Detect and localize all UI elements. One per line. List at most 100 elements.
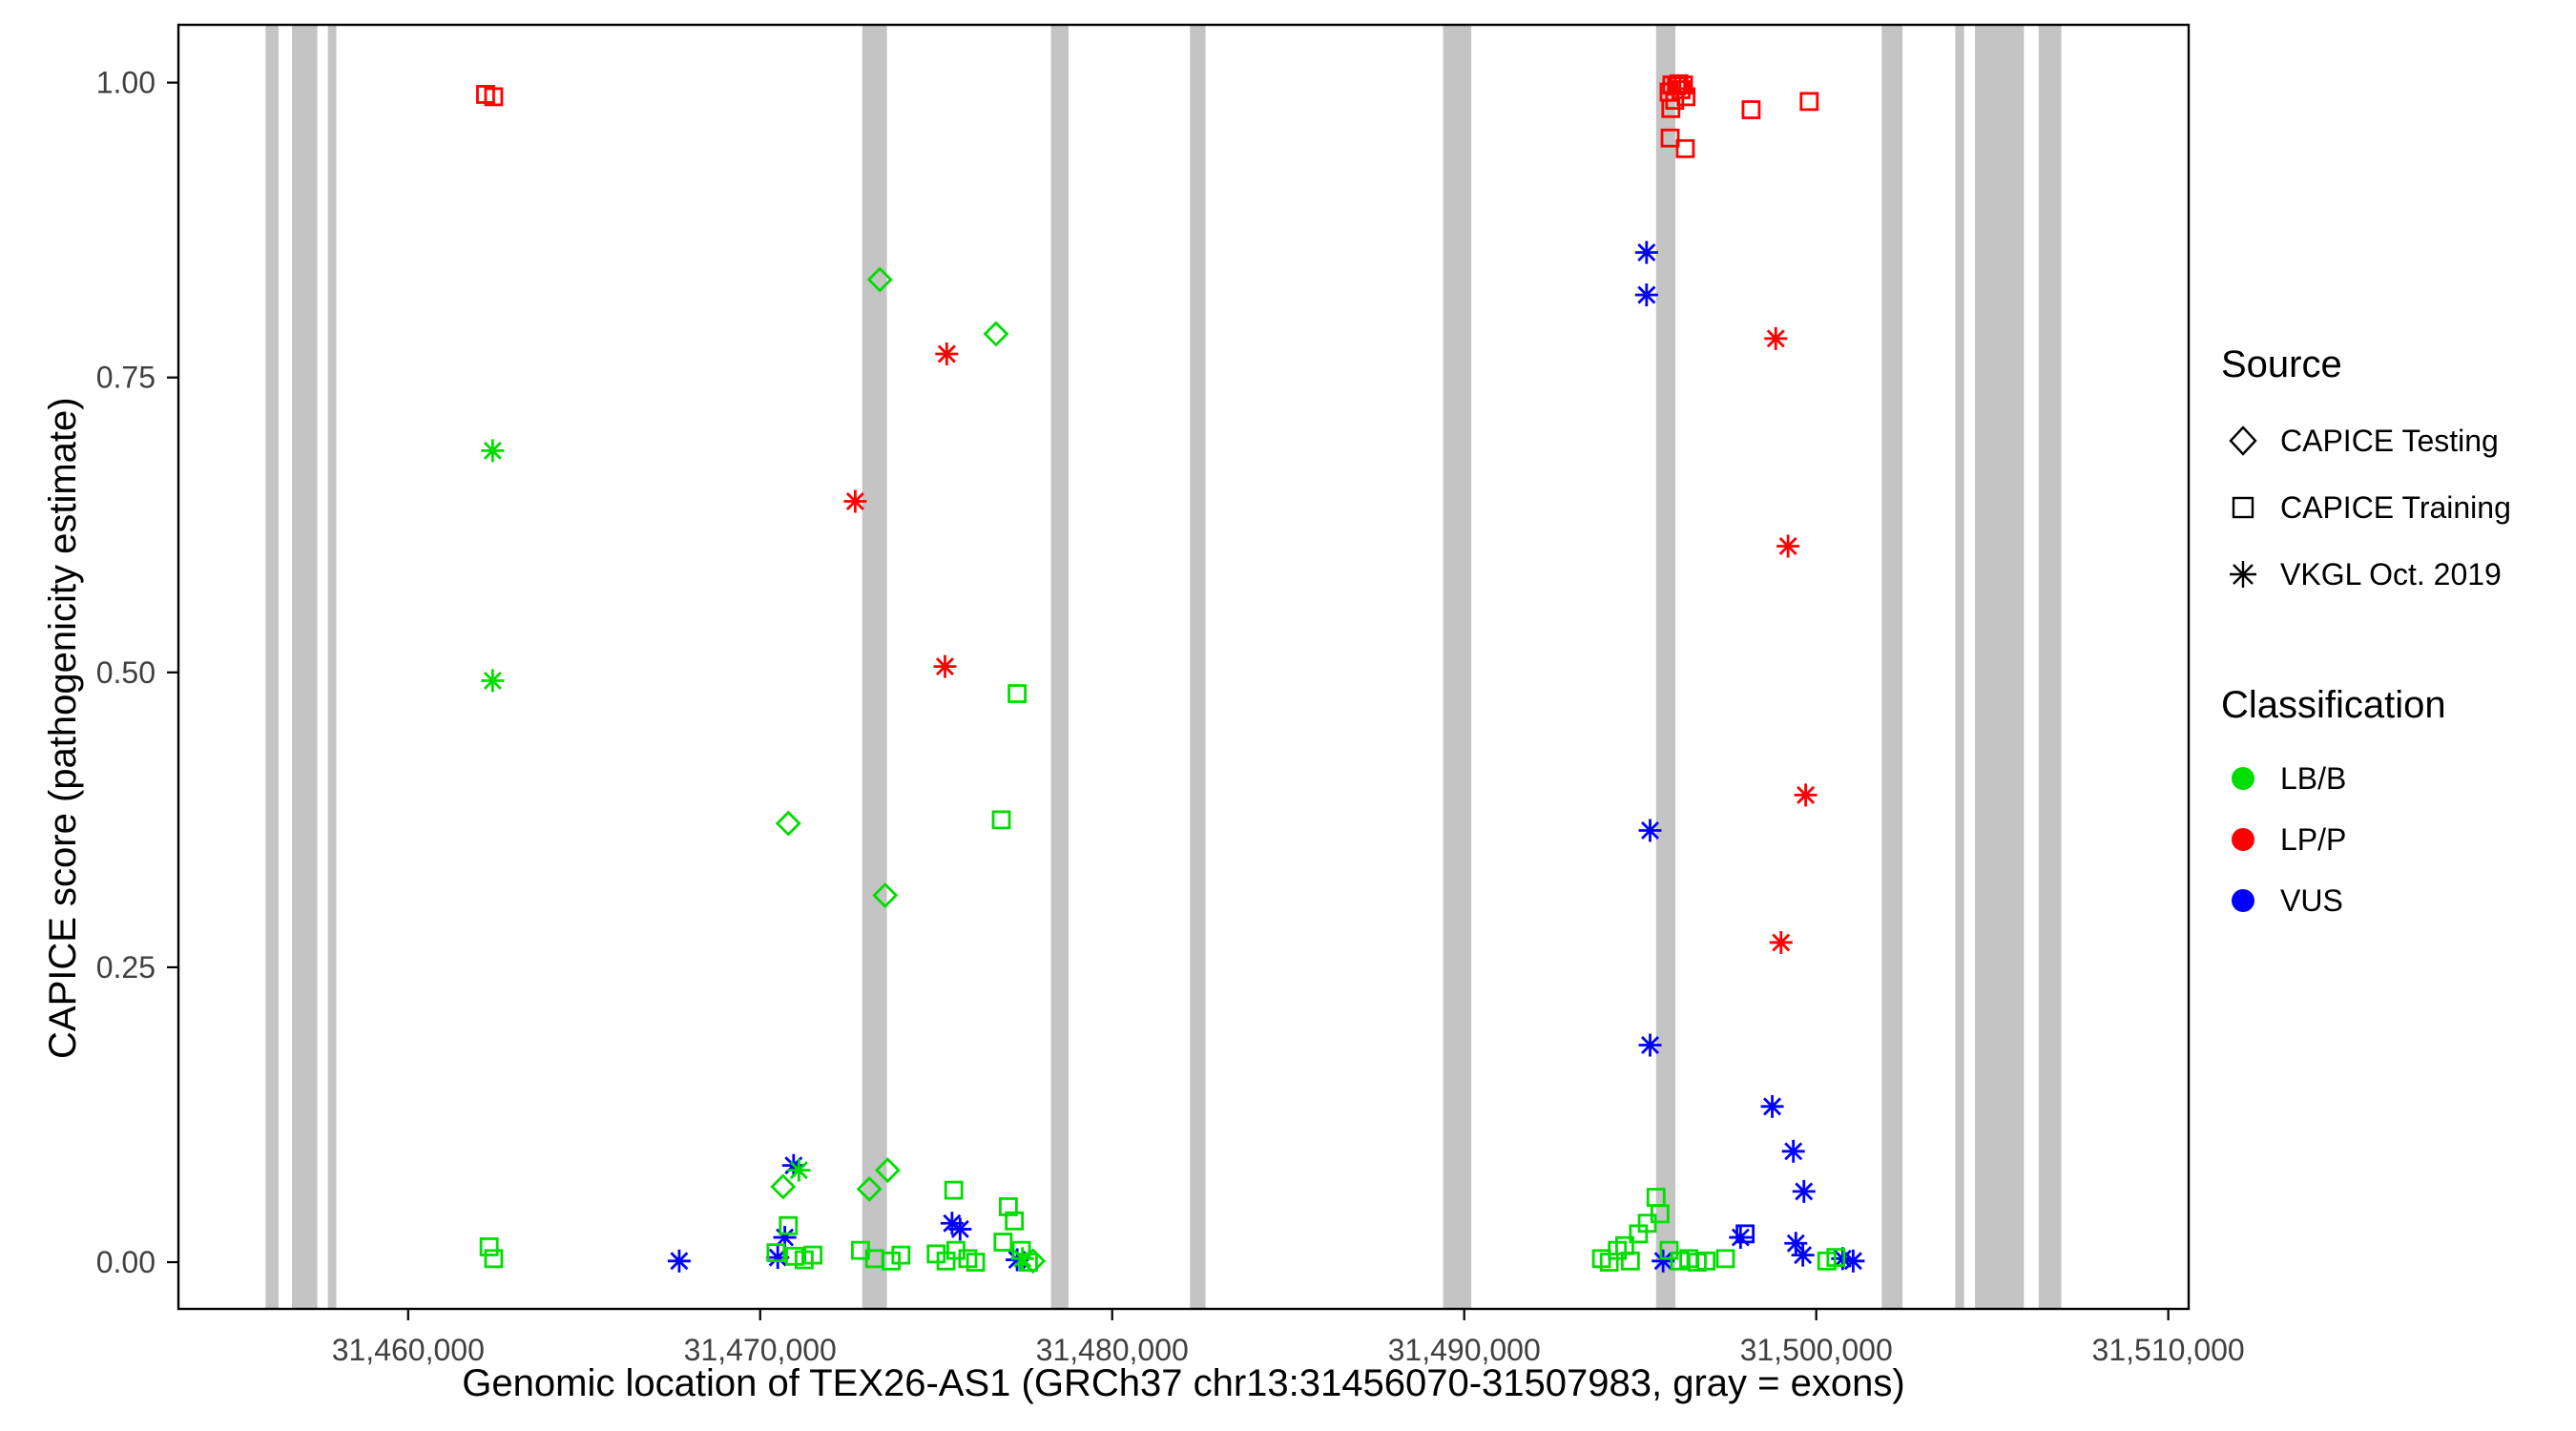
legend-source-title: Source bbox=[2221, 343, 2342, 385]
data-point bbox=[484, 1249, 504, 1269]
data-point bbox=[1764, 326, 1788, 350]
data-point bbox=[936, 1251, 956, 1271]
legend-label: LP/P bbox=[2280, 821, 2347, 857]
y-axis-title: CAPICE score (pathogenicity estimate) bbox=[42, 397, 84, 1059]
legend-label: VUS bbox=[2280, 882, 2343, 918]
exon-bar bbox=[327, 25, 337, 1309]
y-tick-label: 1.00 bbox=[96, 66, 156, 100]
legend-item-vkgl: VKGL Oct. 2019 bbox=[2221, 541, 2511, 608]
data-point bbox=[1741, 100, 1761, 119]
data-point bbox=[1799, 92, 1819, 112]
data-point bbox=[779, 1215, 799, 1235]
lpp-color-dot-icon bbox=[2221, 818, 2265, 861]
data-point bbox=[667, 1249, 691, 1273]
data-point bbox=[874, 1157, 901, 1184]
data-point bbox=[1652, 1249, 1675, 1273]
y-tick-label: 0.75 bbox=[96, 361, 156, 395]
legend: Source CAPICE Testing CAPICE Training bbox=[2221, 343, 2511, 931]
data-point bbox=[1841, 1249, 1865, 1273]
data-point bbox=[1659, 1240, 1679, 1260]
data-point bbox=[983, 321, 1009, 347]
data-point bbox=[993, 1233, 1013, 1252]
y-tick-label: 0.25 bbox=[96, 950, 156, 985]
data-point bbox=[770, 1173, 797, 1200]
data-point bbox=[1696, 1251, 1716, 1271]
exon-bar bbox=[292, 25, 318, 1309]
data-point bbox=[1675, 138, 1695, 158]
data-point bbox=[1650, 1204, 1670, 1224]
legend-item-lpp: LP/P bbox=[2221, 809, 2511, 870]
data-point bbox=[775, 810, 801, 837]
data-point bbox=[866, 266, 893, 293]
exon-bar bbox=[1050, 25, 1069, 1309]
data-point bbox=[479, 1237, 499, 1256]
data-point bbox=[1638, 819, 1662, 842]
legend-label: VKGL Oct. 2019 bbox=[2280, 556, 2502, 591]
legend-classification-section: Classification LB/B LP/P VUS bbox=[2221, 684, 2511, 931]
x-axis-title: Genomic location of TEX26-AS1 (GRCh37 ch… bbox=[462, 1362, 1905, 1404]
exon-bar bbox=[1881, 25, 1903, 1309]
legend-item-lbb: LB/B bbox=[2221, 748, 2511, 809]
panel-border bbox=[177, 23, 2191, 1311]
data-point bbox=[1826, 1248, 1846, 1267]
data-point bbox=[991, 810, 1011, 830]
data-point bbox=[1638, 1033, 1662, 1057]
data-point bbox=[948, 1217, 972, 1241]
data-point bbox=[1673, 75, 1693, 94]
legend-item-capice-testing: CAPICE Testing bbox=[2221, 407, 2511, 474]
x-tick-label: 31,470,000 bbox=[684, 1333, 837, 1367]
x-tick-label: 31,460,000 bbox=[332, 1333, 485, 1367]
data-point bbox=[1019, 1253, 1038, 1272]
x-tick-label: 31,500,000 bbox=[1740, 1333, 1893, 1367]
legend-source-section: Source CAPICE Testing CAPICE Training bbox=[2221, 343, 2511, 608]
x-tick-label: 31,510,000 bbox=[2092, 1333, 2245, 1367]
legend-item-vus: VUS bbox=[2221, 870, 2511, 931]
data-point bbox=[935, 342, 959, 365]
legend-item-capice-training: CAPICE Training bbox=[2221, 474, 2511, 541]
data-point bbox=[1781, 1139, 1805, 1163]
legend-classification-title: Classification bbox=[2221, 684, 2446, 726]
data-point bbox=[966, 1253, 986, 1272]
data-point bbox=[766, 1243, 786, 1263]
data-point bbox=[1660, 128, 1680, 148]
data-point bbox=[1715, 1249, 1735, 1269]
data-point bbox=[1735, 1224, 1755, 1244]
square-icon bbox=[2221, 486, 2265, 529]
data-point bbox=[1760, 1094, 1784, 1118]
data-point bbox=[1005, 1211, 1025, 1231]
x-tick-label: 31,480,000 bbox=[1036, 1333, 1189, 1367]
data-point bbox=[1676, 87, 1696, 107]
data-point bbox=[1620, 1251, 1640, 1271]
data-point bbox=[1634, 240, 1658, 264]
data-point bbox=[1729, 1226, 1753, 1250]
data-point bbox=[481, 669, 505, 693]
exon-bar bbox=[1190, 25, 1206, 1309]
data-point bbox=[1784, 1232, 1808, 1255]
data-point bbox=[1792, 1179, 1816, 1203]
data-point bbox=[933, 654, 957, 678]
data-point bbox=[944, 1180, 964, 1200]
data-point bbox=[882, 1251, 901, 1271]
y-tick-label: 0.50 bbox=[96, 655, 156, 690]
data-point bbox=[785, 1246, 804, 1266]
exon-bar bbox=[1975, 25, 2025, 1309]
exon-bar bbox=[2038, 25, 2062, 1309]
data-point bbox=[1661, 98, 1681, 118]
asterisk-icon bbox=[2221, 552, 2265, 596]
data-point bbox=[891, 1245, 911, 1265]
legend-label: LB/B bbox=[2280, 760, 2347, 796]
x-tick-label: 31,490,000 bbox=[1388, 1333, 1541, 1367]
exon-bar bbox=[1655, 25, 1676, 1309]
legend-label: CAPICE Testing bbox=[2280, 423, 2499, 458]
data-point bbox=[856, 1175, 883, 1202]
data-point bbox=[1769, 930, 1793, 954]
data-point bbox=[481, 439, 505, 463]
diamond-icon bbox=[2221, 419, 2265, 463]
data-point bbox=[1634, 283, 1658, 307]
y-tick-label: 0.00 bbox=[96, 1245, 156, 1279]
data-point bbox=[1008, 684, 1028, 703]
exon-bar bbox=[1955, 25, 1964, 1309]
exon-bar bbox=[265, 25, 280, 1309]
